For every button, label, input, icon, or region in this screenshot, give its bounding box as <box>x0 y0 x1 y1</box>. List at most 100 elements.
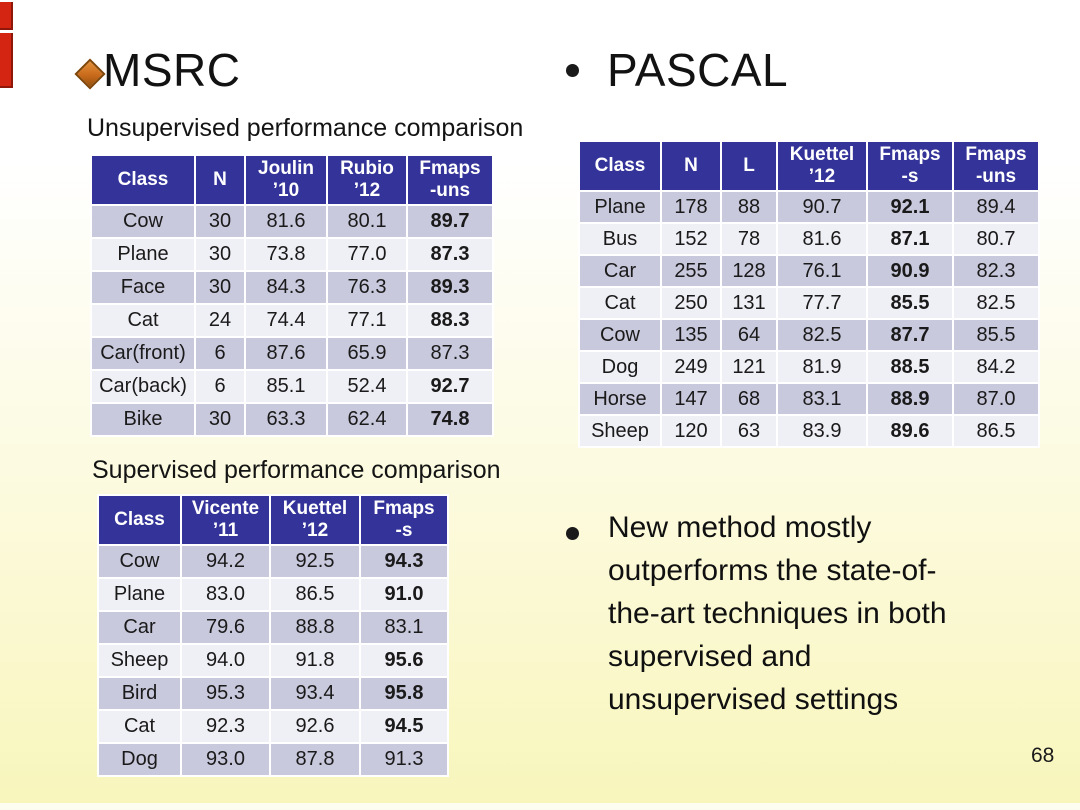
table-cell: Face <box>92 272 194 303</box>
table-cell: 87.0 <box>954 384 1038 414</box>
pascal-bullet-icon <box>566 64 579 77</box>
table-cell: 88.8 <box>271 612 359 643</box>
table-cell: 83.0 <box>182 579 269 610</box>
table-cell: 95.3 <box>182 678 269 709</box>
table-cell: 120 <box>662 416 720 446</box>
table-cell: 30 <box>196 239 244 270</box>
table-row: Dog 249 121 81.9 88.5 84.2 <box>580 352 1038 382</box>
table-row: Car(front) 6 87.6 65.9 87.3 <box>92 338 492 369</box>
column-header: Kuettel ’12 <box>778 142 866 190</box>
table-cell: 94.3 <box>361 546 447 577</box>
table-cell: 63.3 <box>246 404 326 435</box>
table-row: Plane 83.0 86.5 91.0 <box>99 579 447 610</box>
table-header-row: Class Vicente ’11 Kuettel ’12 Fmaps -s <box>99 496 447 544</box>
table-cell: Cat <box>580 288 660 318</box>
table-cell: 30 <box>196 404 244 435</box>
table-cell: 131 <box>722 288 776 318</box>
table-cell: 64 <box>722 320 776 350</box>
table-cell: 82.3 <box>954 256 1038 286</box>
column-header: Fmaps -s <box>361 496 447 544</box>
table-cell: 178 <box>662 192 720 222</box>
edge-artifact-red-1 <box>0 2 13 30</box>
table-cell: 92.5 <box>271 546 359 577</box>
table-cell: Bird <box>99 678 180 709</box>
table-row: Plane 30 73.8 77.0 87.3 <box>92 239 492 270</box>
table-row: Bus 152 78 81.6 87.1 80.7 <box>580 224 1038 254</box>
page-number: 68 <box>1031 744 1055 767</box>
table-cell: 89.4 <box>954 192 1038 222</box>
supervised-table: Class Vicente ’11 Kuettel ’12 Fmaps -s Cow 94… <box>97 494 449 777</box>
column-header: N <box>662 142 720 190</box>
table-cell: Car(back) <box>92 371 194 402</box>
table-cell: 73.8 <box>246 239 326 270</box>
table-cell: 87.6 <box>246 338 326 369</box>
table-cell: 81.9 <box>778 352 866 382</box>
table-cell: 147 <box>662 384 720 414</box>
table-cell: Cat <box>99 711 180 742</box>
table-cell: 87.3 <box>408 338 492 369</box>
table-header-row: Class N L Kuettel ’12 Fmaps -s Fmaps -uns <box>580 142 1038 190</box>
table-cell: 78 <box>722 224 776 254</box>
column-header: Class <box>580 142 660 190</box>
table-cell: 88.5 <box>868 352 952 382</box>
table-cell: 91.0 <box>361 579 447 610</box>
column-header: Fmaps -uns <box>954 142 1038 190</box>
table-cell: 83.1 <box>361 612 447 643</box>
column-header: N <box>196 156 244 204</box>
table-cell: 89.7 <box>408 206 492 237</box>
table-cell: Horse <box>580 384 660 414</box>
table-row: Sheep 120 63 83.9 89.6 86.5 <box>580 416 1038 446</box>
table-row: Cat 24 74.4 77.1 88.3 <box>92 305 492 336</box>
table-cell: 85.5 <box>954 320 1038 350</box>
table-cell: 24 <box>196 305 244 336</box>
conclusion-bullet-icon <box>566 527 579 540</box>
pascal-title: PASCAL <box>607 44 789 96</box>
column-header: Rubio ’12 <box>328 156 406 204</box>
table-cell: 80.7 <box>954 224 1038 254</box>
table-cell: Dog <box>580 352 660 382</box>
table-row: Cow 94.2 92.5 94.3 <box>99 546 447 577</box>
table-cell: 82.5 <box>778 320 866 350</box>
table-cell: 77.1 <box>328 305 406 336</box>
table-cell: 6 <box>196 338 244 369</box>
table-cell: 87.7 <box>868 320 952 350</box>
table-cell: 65.9 <box>328 338 406 369</box>
table-cell: 77.7 <box>778 288 866 318</box>
table-cell: 86.5 <box>954 416 1038 446</box>
table-cell: 85.1 <box>246 371 326 402</box>
table-row: Bike 30 63.3 62.4 74.8 <box>92 404 492 435</box>
table-cell: Plane <box>99 579 180 610</box>
table-cell: Sheep <box>99 645 180 676</box>
table-cell: Sheep <box>580 416 660 446</box>
table-row: Dog 93.0 87.8 91.3 <box>99 744 447 775</box>
table-cell: 79.6 <box>182 612 269 643</box>
table-cell: Cat <box>92 305 194 336</box>
table-cell: 87.1 <box>868 224 952 254</box>
column-header: Kuettel ’12 <box>271 496 359 544</box>
table-cell: 30 <box>196 272 244 303</box>
table-cell: 84.2 <box>954 352 1038 382</box>
table-cell: 76.3 <box>328 272 406 303</box>
table-row: Car 79.6 88.8 83.1 <box>99 612 447 643</box>
pascal-table: Class N L Kuettel ’12 Fmaps -s Fmaps -uns Plan… <box>578 140 1040 448</box>
table-cell: 74.8 <box>408 404 492 435</box>
table-cell: 86.5 <box>271 579 359 610</box>
table-cell: 93.4 <box>271 678 359 709</box>
table-row: Bird 95.3 93.4 95.8 <box>99 678 447 709</box>
supervised-caption: Supervised performance comparison <box>92 456 501 484</box>
diamond-bullet-icon <box>74 58 106 90</box>
column-header: Fmaps -s <box>868 142 952 190</box>
table-cell: 76.1 <box>778 256 866 286</box>
column-header: Joulin ’10 <box>246 156 326 204</box>
table-cell: Cow <box>99 546 180 577</box>
table-cell: 121 <box>722 352 776 382</box>
table-cell: 62.4 <box>328 404 406 435</box>
table-cell: 74.4 <box>246 305 326 336</box>
msrc-title: MSRC <box>103 44 241 96</box>
table-cell: Dog <box>99 744 180 775</box>
table-cell: 91.3 <box>361 744 447 775</box>
table-cell: 68 <box>722 384 776 414</box>
table-cell: 92.3 <box>182 711 269 742</box>
table-cell: 81.6 <box>246 206 326 237</box>
